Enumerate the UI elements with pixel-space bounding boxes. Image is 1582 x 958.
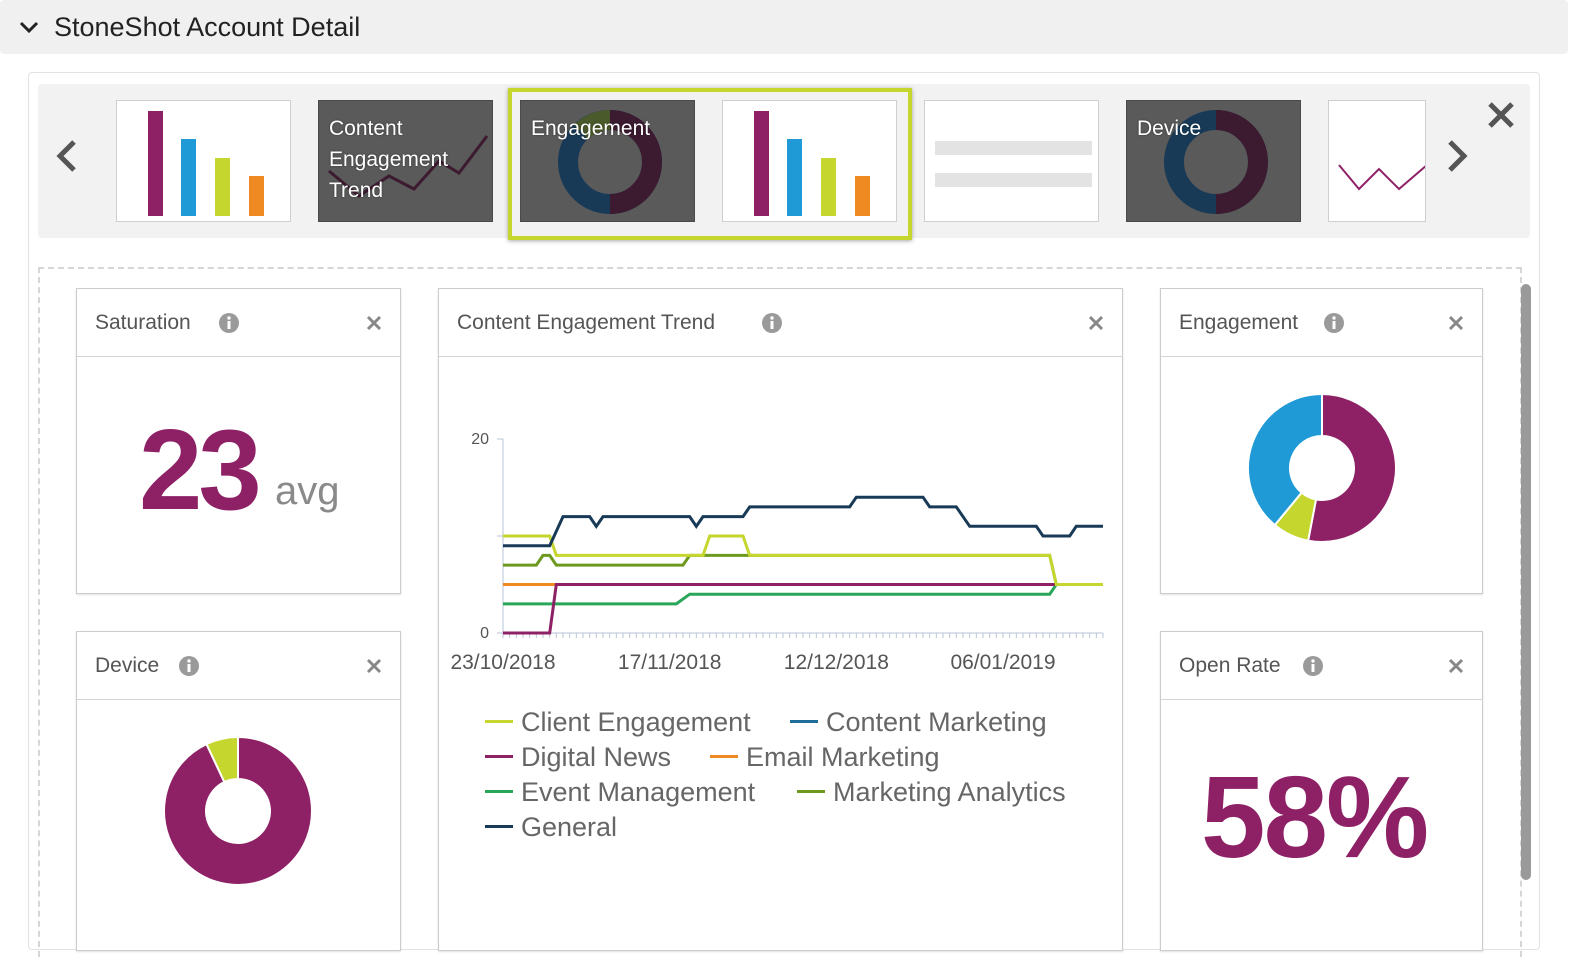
- info-icon[interactable]: [1324, 313, 1344, 333]
- pie-slice: [1306, 393, 1397, 543]
- widget-header: Engagement: [1161, 289, 1482, 357]
- chevron-right-icon[interactable]: [1442, 136, 1472, 176]
- thumbnail-device[interactable]: Device: [1126, 100, 1301, 222]
- legend-swatch: [485, 720, 513, 724]
- pie-slice: [1247, 393, 1323, 527]
- trend-line-chart: 0 20 23/10/2018 17/11/2018 12/12/2018 06/01/2…: [450, 431, 1104, 674]
- device-widget: Device: [76, 631, 401, 951]
- bar-chart-icon: [754, 111, 870, 216]
- chevron-down-icon[interactable]: [18, 16, 40, 38]
- legend-item[interactable]: Digital News: [485, 742, 671, 773]
- legend-item[interactable]: Marketing Analytics: [797, 777, 1066, 808]
- close-icon[interactable]: [366, 315, 382, 331]
- open-rate-value: 58%: [1201, 752, 1429, 882]
- donut-chart-icon: [558, 110, 662, 214]
- y-tick-label: 20: [471, 431, 489, 448]
- saturation-unit: avg: [275, 469, 340, 513]
- close-icon[interactable]: [366, 658, 382, 674]
- bar-chart-icon: [148, 111, 264, 216]
- thumbnail-engagement[interactable]: Engagement: [520, 100, 695, 222]
- x-tick-label: 23/10/2018: [450, 651, 555, 674]
- legend-swatch: [710, 755, 738, 759]
- legend-swatch: [485, 755, 513, 759]
- close-carousel-icon[interactable]: [1486, 100, 1516, 130]
- widget-header: Saturation: [77, 289, 400, 357]
- legend-item[interactable]: General: [485, 812, 617, 843]
- legend-label: Email Marketing: [746, 742, 940, 772]
- saturation-widget: Saturation 23 avg: [76, 288, 401, 594]
- legend-swatch: [485, 790, 513, 794]
- legend-swatch: [790, 720, 818, 724]
- y-tick-label: 0: [480, 625, 489, 642]
- series-line-general: [503, 495, 1103, 548]
- vertical-scrollbar[interactable]: [1521, 284, 1531, 880]
- content-engagement-trend-widget: Content Engagement Trend 0 20 23/10/2018 17…: [438, 288, 1123, 951]
- close-icon[interactable]: [1448, 658, 1464, 674]
- info-icon[interactable]: [1303, 656, 1323, 676]
- info-icon[interactable]: [179, 656, 199, 676]
- x-tick-label: 17/11/2018: [618, 651, 722, 674]
- pie-slice: [163, 736, 313, 886]
- thumbnail-line-chart[interactable]: [1328, 100, 1426, 222]
- legend-swatch: [797, 790, 825, 794]
- legend-label: Content Marketing: [826, 707, 1047, 737]
- series-line-digital-news: [503, 583, 1103, 635]
- section-title: StoneShot Account Detail: [54, 12, 361, 42]
- series-line-client-engagement: [503, 534, 1103, 586]
- line-chart-icon: [1338, 164, 1425, 191]
- thumbnail-bar-chart-2[interactable]: [722, 100, 897, 222]
- open-rate-widget: Open Rate 58%: [1160, 631, 1483, 951]
- legend-item[interactable]: Event Management: [485, 777, 755, 808]
- legend-item[interactable]: Client Engagement: [485, 707, 751, 738]
- close-icon[interactable]: [1448, 315, 1464, 331]
- widget-header: Open Rate: [1161, 632, 1482, 700]
- chevron-left-icon[interactable]: [52, 136, 82, 176]
- series-line-event-management: [503, 583, 1103, 606]
- thumbnail-label: Device: [1137, 117, 1202, 140]
- thumbnail-label: Content Engagement Trend: [329, 117, 449, 202]
- widget-header: Content Engagement Trend: [439, 289, 1122, 357]
- widget-header: Device: [77, 632, 400, 700]
- device-donut-chart: [163, 736, 313, 886]
- saturation-value: 23: [139, 407, 262, 534]
- legend-label: General: [521, 812, 618, 842]
- legend-label: Client Engagement: [521, 707, 751, 737]
- legend-item[interactable]: Email Marketing: [710, 742, 940, 773]
- pie-slice: [205, 736, 239, 784]
- info-icon[interactable]: [762, 313, 782, 333]
- thumbnail-bar-chart[interactable]: [116, 100, 291, 222]
- donut-chart-icon: [1164, 110, 1268, 214]
- info-icon[interactable]: [219, 313, 239, 333]
- widget-title: Content Engagement Trend: [457, 311, 716, 334]
- widget-title: Device: [95, 654, 160, 677]
- legend-label: Digital News: [521, 742, 672, 772]
- engagement-donut-chart: [1247, 393, 1397, 543]
- close-icon[interactable]: [1088, 315, 1104, 331]
- engagement-widget: Engagement: [1160, 288, 1483, 594]
- widget-title: Saturation: [95, 311, 191, 334]
- x-tick-label: 06/01/2019: [950, 651, 1055, 674]
- section-header[interactable]: StoneShot Account Detail: [0, 0, 1568, 54]
- table-icon: [935, 141, 1092, 187]
- legend-item[interactable]: Content Marketing: [790, 707, 1047, 738]
- series-line-marketing-analytics: [503, 553, 1103, 586]
- trend-line-icon: [328, 135, 489, 198]
- widget-title: Engagement: [1179, 311, 1299, 334]
- widget-title: Open Rate: [1179, 654, 1281, 677]
- thumbnail-table[interactable]: [924, 100, 1099, 222]
- legend-label: Event Management: [521, 777, 756, 807]
- x-tick-label: 12/12/2018: [784, 651, 889, 674]
- thumbnail-label: Engagement: [531, 117, 651, 140]
- legend-label: Marketing Analytics: [833, 777, 1066, 807]
- thumbnail-content-engagement-trend[interactable]: Content Engagement Trend: [318, 100, 493, 222]
- legend-swatch: [485, 825, 513, 829]
